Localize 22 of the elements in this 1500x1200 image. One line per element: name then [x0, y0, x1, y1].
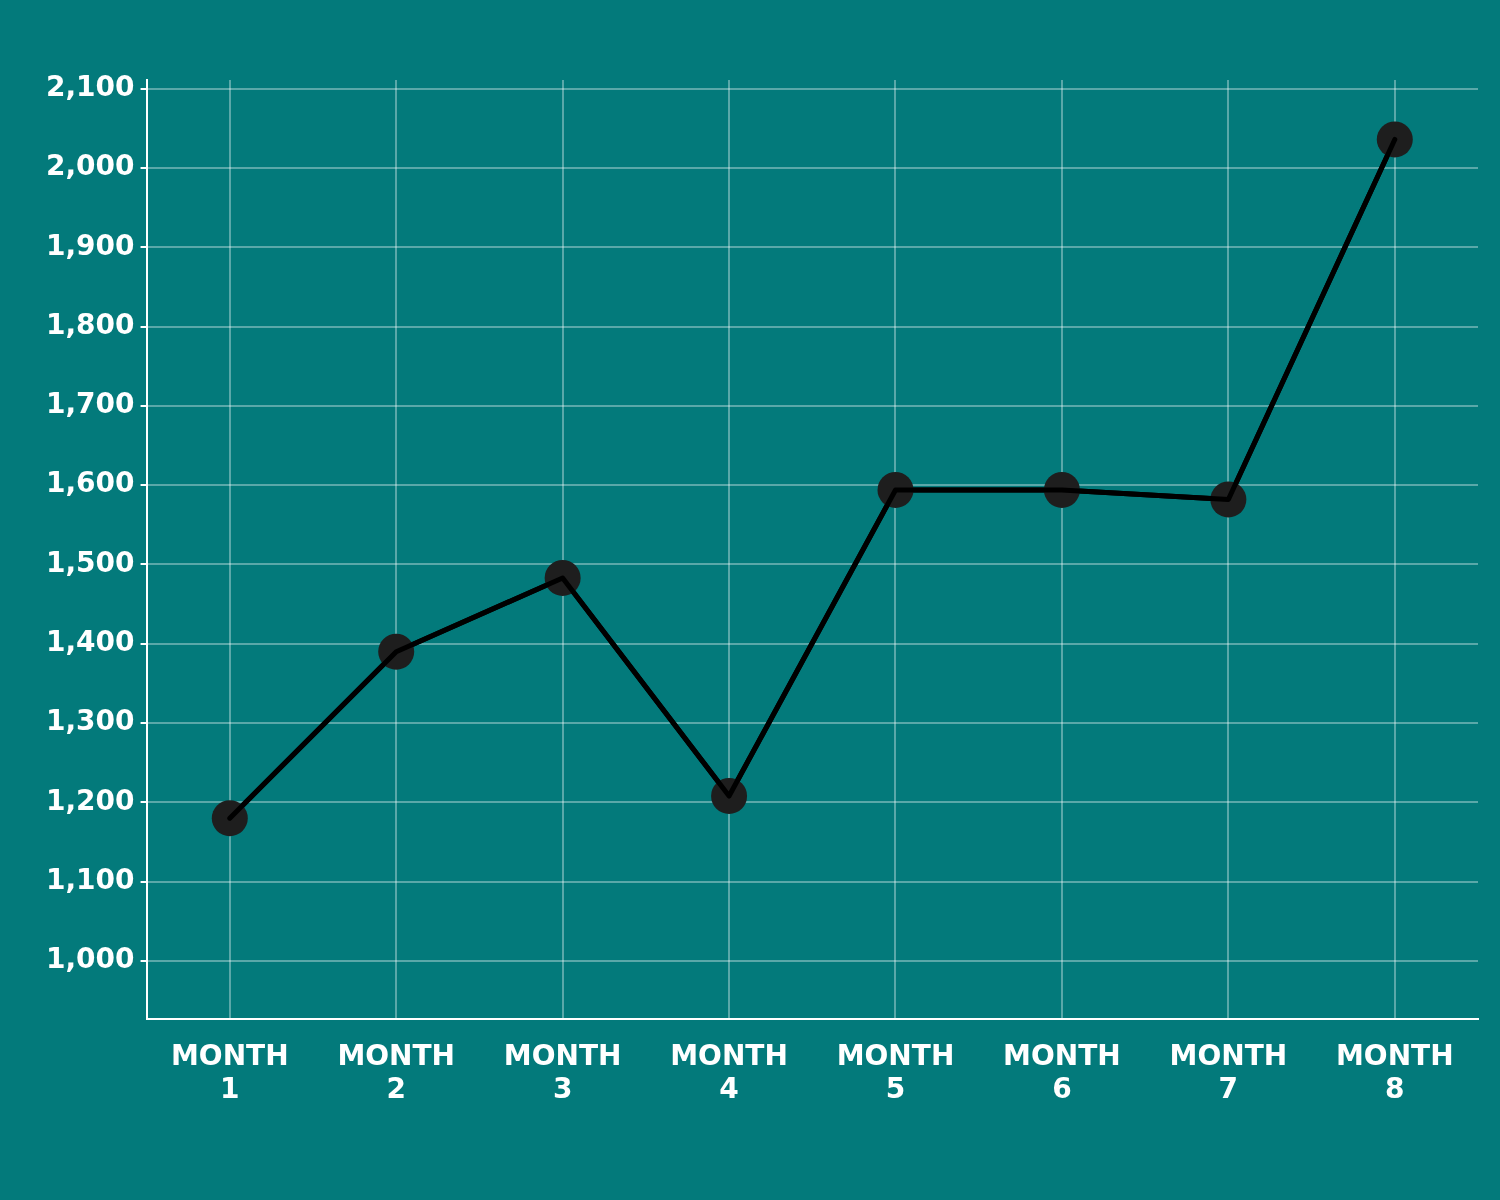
- y-tick-label: 1,000: [45, 942, 135, 976]
- y-tick-label: 1,400: [45, 625, 135, 659]
- y-tick-label: 1,500: [45, 545, 135, 579]
- y-tick-label: 1,700: [45, 387, 135, 421]
- y-tick-label: 1,200: [45, 783, 135, 817]
- x-tick-label: MONTH 8: [1335, 1038, 1454, 1106]
- y-tick-label: 2,100: [45, 70, 135, 103]
- y-tick-label: 2,000: [45, 149, 135, 183]
- point: [1376, 121, 1413, 158]
- y-tick-label: 1,600: [45, 466, 135, 500]
- x-tick-label: MONTH 6: [1003, 1038, 1121, 1106]
- x-tick-label: MONTH 4: [670, 1038, 788, 1106]
- y-tick-label: 1,800: [45, 307, 135, 341]
- x-tick-label: MONTH 5: [836, 1038, 955, 1106]
- point: [211, 800, 248, 837]
- x-tick-label: MONTH 7: [1169, 1038, 1288, 1106]
- x-tick-label: MONTH 1: [170, 1038, 289, 1106]
- y-tick-label: 1,300: [45, 704, 135, 738]
- x-tick-label: MONTH 3: [503, 1038, 622, 1106]
- y-tick-label: 1,900: [45, 228, 135, 262]
- y-tick-label: 1,100: [45, 862, 135, 896]
- x-tick-label: MONTH 2: [337, 1038, 456, 1106]
